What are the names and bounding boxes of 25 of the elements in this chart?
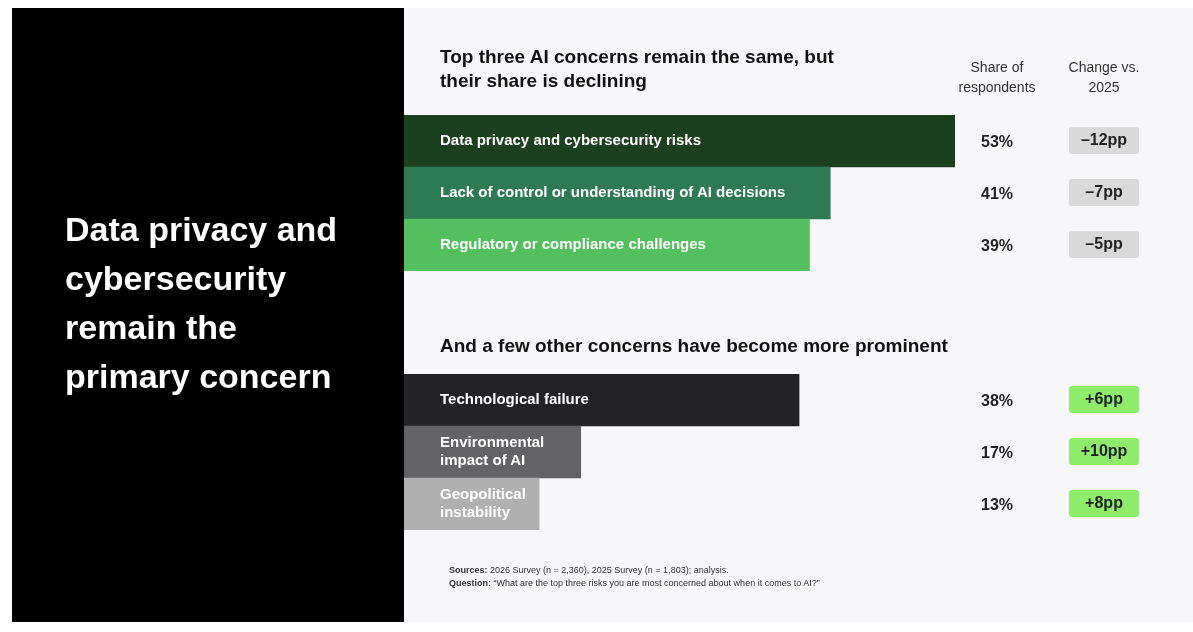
data-label: 38% — [980, 392, 1014, 410]
text: Question: “What are the top three risks you are most concerned about when it comes to AI?” — [449, 577, 821, 590]
data-label: 53% — [980, 133, 1014, 151]
text: +6pp — [1085, 390, 1124, 408]
data-label: 17% — [980, 444, 1014, 462]
text: +8pp — [1085, 494, 1124, 512]
text: Change vs. 2025 — [1067, 58, 1141, 97]
y-tick-label: Geopolitical instability — [440, 485, 526, 521]
data-label: 39% — [980, 237, 1014, 255]
y-tick-label: Technological failure — [440, 390, 589, 408]
y-tick-label: Lack of control or understanding of AI decisions — [440, 183, 786, 201]
text: Data privacy and cybersecurity remain the primary concern — [65, 209, 339, 397]
y-tick-label: Data privacy and cybersecurity risks — [440, 131, 701, 149]
chart-title: Top three AI concerns remain the same, but their share is declining — [440, 45, 835, 93]
source-note: Sources: 2026 Survey (n = 2,360), 2025 Survey (n = 1,803); analysis. — [449, 564, 730, 577]
y-tick-label: Regulatory or compliance challenges — [440, 235, 706, 253]
chart-title: And a few other concerns have become more prominent — [440, 334, 949, 358]
data-label: 41% — [980, 185, 1014, 203]
text: –12pp — [1080, 131, 1128, 149]
series-label: Share of respondents — [957, 58, 1037, 97]
text: +10pp — [1080, 442, 1128, 460]
y-tick-label: Environmental impact of AI — [440, 433, 545, 469]
text: –5pp — [1085, 235, 1123, 253]
data-label: 13% — [980, 496, 1014, 514]
text: –7pp — [1085, 183, 1123, 201]
